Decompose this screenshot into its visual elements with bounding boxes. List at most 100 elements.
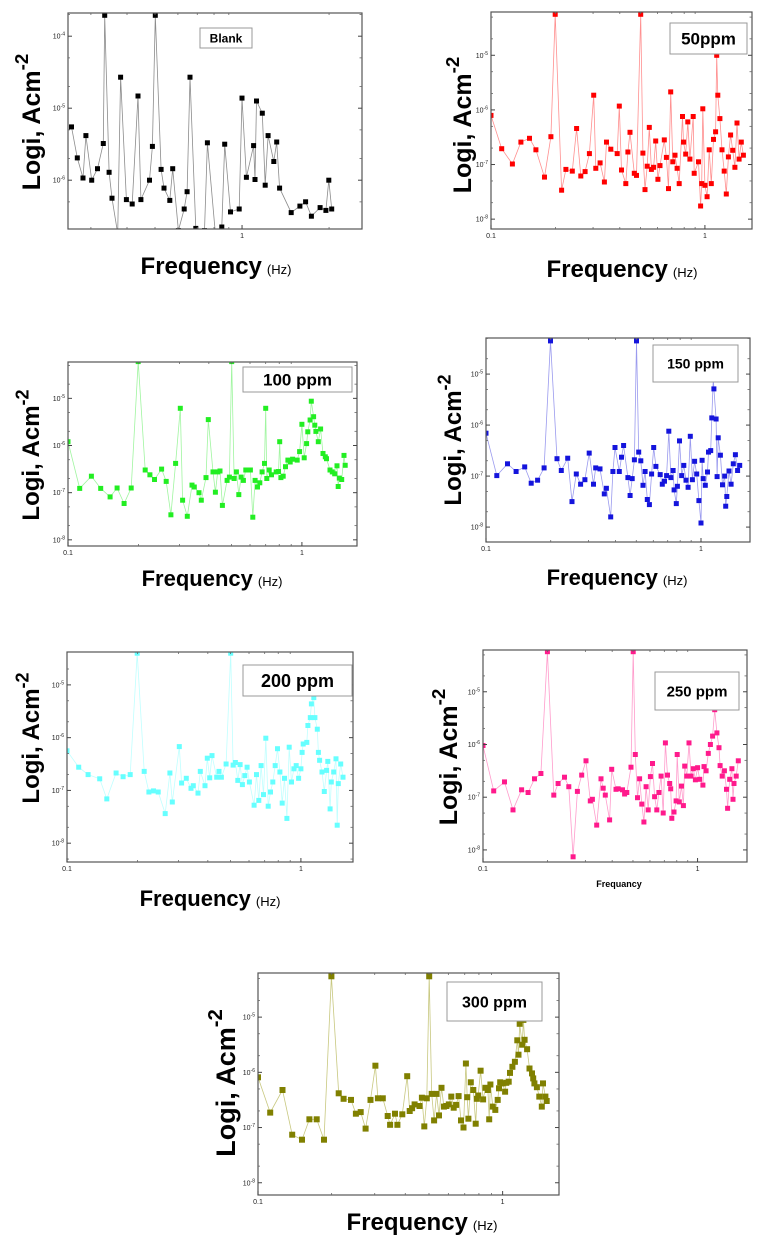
- data-point: [591, 92, 597, 98]
- data-point: [223, 761, 229, 767]
- x-axis-label-unit: (Hz): [663, 573, 688, 588]
- data-point: [141, 768, 147, 774]
- data-point: [616, 103, 622, 109]
- data-point: [583, 758, 589, 764]
- data-point: [218, 774, 224, 780]
- data-point: [303, 199, 309, 205]
- data-point: [732, 164, 738, 170]
- data-point: [603, 485, 609, 491]
- data-point: [658, 773, 664, 779]
- data-point: [339, 477, 345, 482]
- data-point: [307, 715, 313, 721]
- data-point: [217, 468, 223, 474]
- y-tick-label: 10-6: [476, 105, 488, 114]
- x-axis-label-text: Frequency: [347, 1209, 469, 1236]
- data-point: [301, 455, 307, 461]
- x-tick-label: 1: [501, 1199, 505, 1206]
- data-point: [690, 766, 696, 772]
- data-point: [644, 497, 650, 502]
- series-line: [67, 653, 344, 826]
- data-point: [683, 151, 689, 157]
- y-tick-label: 10-5: [52, 680, 64, 689]
- series: [486, 338, 743, 526]
- y-tick-label: 10-7: [476, 160, 488, 169]
- data-point: [679, 473, 685, 479]
- chart-panel-7: 10-5 10-6 10-7 10-8 0.1 1 300 ppm Logi, Acm-2 Fr…: [206, 972, 560, 1236]
- legend-label: 250 ppm: [667, 683, 728, 700]
- data-point: [692, 458, 698, 464]
- y-axis-label-text: Logi, Acm: [449, 73, 477, 193]
- data-point: [118, 74, 124, 80]
- data-point: [98, 485, 104, 491]
- data-point: [521, 1036, 528, 1043]
- y-tick-exponent: -6: [251, 1068, 256, 1074]
- data-point: [528, 480, 534, 486]
- data-point: [554, 456, 560, 462]
- data-point: [665, 772, 670, 778]
- data-point: [162, 811, 168, 817]
- data-point: [544, 650, 550, 655]
- data-point: [258, 763, 264, 769]
- data-point: [540, 1080, 546, 1087]
- data-point: [689, 477, 695, 483]
- data-point: [604, 139, 609, 145]
- data-point: [102, 13, 108, 18]
- data-point: [276, 469, 281, 474]
- data-point: [255, 484, 260, 490]
- data-point: [562, 774, 567, 780]
- data-point: [487, 1081, 494, 1088]
- data-point: [416, 1103, 423, 1109]
- y-tick-label: 10-5: [53, 394, 65, 403]
- data-point: [696, 159, 701, 165]
- data-point: [246, 779, 252, 785]
- data-point: [399, 1111, 406, 1118]
- x-axis-label-text: Frequancy: [596, 879, 642, 889]
- data-point: [659, 481, 665, 487]
- data-point: [188, 785, 194, 791]
- data-point: [328, 779, 334, 785]
- series-line: [71, 15, 333, 229]
- data-point: [541, 465, 547, 471]
- data-point: [670, 159, 676, 165]
- x-axis-label: Frequency (Hz): [141, 253, 292, 280]
- data-point: [631, 457, 637, 463]
- data-point: [394, 1121, 401, 1128]
- data-point: [263, 735, 269, 741]
- y-axis-label-text: Logi, Acm: [18, 405, 45, 520]
- x-axis-label: Frequency (Hz): [547, 565, 688, 590]
- data-point: [263, 405, 269, 411]
- data-point: [128, 485, 134, 491]
- data-point: [321, 789, 327, 794]
- legend-label: 300 ppm: [462, 994, 527, 1011]
- data-point: [713, 129, 719, 135]
- x-axis-label: Frequency (Hz): [142, 566, 283, 591]
- legend-box: [242, 664, 353, 697]
- data-point: [259, 110, 265, 116]
- data-point: [570, 854, 576, 860]
- x-axis-label-text: Frequency: [547, 256, 669, 283]
- y-tick-label: 10-6: [468, 740, 480, 749]
- data-point: [68, 439, 71, 445]
- data-point: [228, 209, 233, 215]
- data-point: [161, 185, 167, 191]
- y-tick-label: 10-7: [52, 786, 64, 795]
- x-axis-label: Frequancy: [596, 879, 642, 889]
- data-point: [304, 441, 310, 447]
- legend-label: 150 ppm: [667, 356, 724, 372]
- x-tick-label: 1: [699, 546, 703, 553]
- data-point: [308, 701, 314, 707]
- data-point: [287, 459, 293, 465]
- data-point: [730, 461, 736, 467]
- data-point: [311, 695, 317, 701]
- data-point: [129, 201, 135, 207]
- y-axis-label: Logi, Acm-2: [434, 374, 467, 505]
- data-point: [317, 757, 323, 763]
- data-point: [315, 439, 321, 445]
- data-point: [496, 1085, 502, 1092]
- data-point: [507, 1069, 513, 1076]
- data-point: [724, 494, 730, 499]
- y-axis-label: Logi, Acm-2: [206, 1009, 242, 1157]
- y-axis-label-text: Logi, Acm: [18, 70, 46, 190]
- data-point: [384, 1113, 391, 1119]
- data-point: [244, 764, 250, 770]
